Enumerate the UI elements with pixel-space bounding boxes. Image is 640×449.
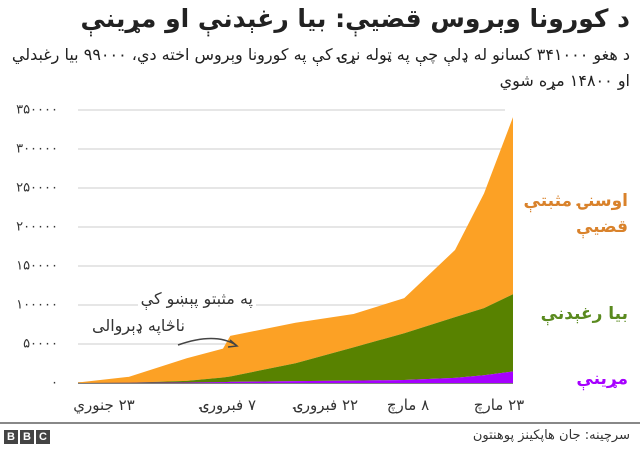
recovered-area: [78, 294, 513, 383]
y-tick-label: ۲۰۰۰۰۰: [16, 219, 58, 235]
x-tick-label: ۲۳ مارچ: [473, 396, 525, 414]
y-tick-label: ۳۰۰۰۰۰: [16, 141, 58, 157]
legend-deaths: مړينې: [576, 369, 628, 389]
y-tick-label: ۱۵۰۰۰۰: [16, 258, 58, 274]
arrow-head-icon: [227, 339, 239, 348]
chart-title: د کورونا وېروس قضيې: بيا رغېدنې او مړينې: [80, 4, 631, 33]
annotation-arrow-icon: [177, 337, 237, 346]
bbc-logo: B B C: [4, 430, 50, 444]
x-tick-label: ۷ فبرورۍ: [199, 396, 257, 414]
source-credit: سرچينه: جان هاپکينز پوهنتون: [472, 428, 630, 443]
deaths-area: [78, 371, 513, 383]
annotation-line-1: په مثبتو پېښو کې: [137, 286, 256, 312]
legend-active-cases: اوسنۍ مثبتې قضيې: [523, 191, 628, 237]
y-tick-label: ۱۰۰۰۰۰: [16, 297, 58, 313]
annotation-line-2: ناڅاپه ډېروالی: [89, 313, 188, 339]
y-tick-label: ۲۵۰۰۰۰: [16, 180, 58, 196]
x-tick-label: ۲۳ جنوري: [73, 396, 135, 414]
bbc-logo-b2: B: [20, 430, 34, 444]
x-tick-label: ۸ مارچ: [386, 396, 430, 414]
y-tick-label: ۳۵۰۰۰۰: [16, 102, 58, 118]
x-tick-label: ۲۲ فبرورۍ: [293, 396, 359, 414]
bbc-logo-c: C: [36, 430, 50, 444]
footer-divider: [0, 422, 640, 424]
y-tick-label: ۵۰۰۰۰: [23, 336, 58, 352]
legend-recovered: بيا رغېدنې: [540, 304, 628, 324]
bbc-logo-b1: B: [4, 430, 18, 444]
active-cases-area: [78, 117, 513, 383]
y-tick-label: ۰: [51, 375, 58, 391]
chart-subtitle: د هغو ۳۴۱۰۰۰ کسانو له ډلې چې په ټوله نړۍ…: [11, 45, 630, 90]
